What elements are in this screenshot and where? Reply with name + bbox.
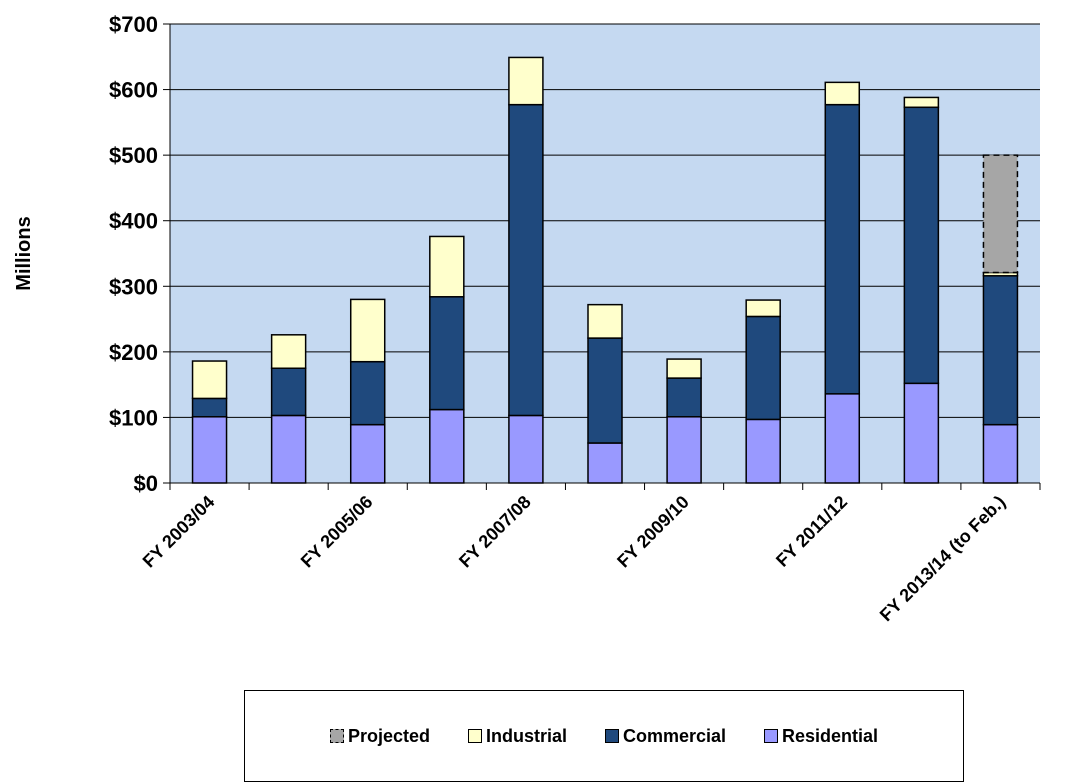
legend-label: Projected [347,725,430,746]
bar-commercial [982,275,1019,426]
bar-industrial [270,334,307,369]
y-tick-label: $100 [109,405,158,430]
bar-industrial [508,56,544,106]
legend-item-projected: Projected [329,725,430,747]
bar-commercial [429,296,465,411]
bar-commercial [349,360,386,426]
bar-chart: $0 $100 $200 $300 $400 $500 $600 $700 FY 2003/0… [13,12,1041,625]
legend-item-commercial: Commercial [604,725,727,747]
bar-residential [745,418,781,484]
bar-residential [824,393,861,484]
y-tick-label: $400 [109,209,158,234]
bar-industrial [666,358,702,379]
bar-commercial [903,106,940,385]
bar-industrial [429,235,465,298]
legend-label: Residential [782,725,879,746]
y-axis-title: Millions [13,216,35,290]
legend: Projected Industrial Commercial Residential [244,690,964,782]
x-tick-label: FY 2005/06 [297,492,377,572]
bar-commercial [824,103,861,395]
legend-label: Industrial [485,725,567,746]
bar-series [191,56,1019,484]
x-tick-label: FY 2007/08 [455,492,535,572]
x-tick-labels: FY 2003/04 FY 2005/06 FY 2007/08 FY 2009/10… [139,492,1010,625]
bar-residential [429,408,465,484]
bar-industrial [191,360,228,400]
bar-commercial [191,397,228,418]
bar-industrial [587,303,623,339]
y-tick-label: $600 [109,78,158,103]
bar-projected [982,154,1019,274]
x-tick-label: FY 2011/12 [772,492,851,571]
bar-industrial [903,96,940,109]
x-tick-label: FY 2013/14 (to Feb.) [876,492,1009,625]
legend-swatch [604,729,619,743]
axes [169,24,1041,490]
bar-residential [270,414,307,484]
bar-commercial [745,315,781,421]
y-tick-label: $200 [109,340,158,365]
bar-industrial [745,299,781,318]
y-tick-label: $700 [109,12,158,37]
bar-residential [349,423,386,484]
x-tick-label: FY 2003/04 [139,492,219,572]
bar-commercial [508,103,544,417]
legend-swatch [764,729,779,743]
bar-commercial [270,367,307,417]
bar-residential [666,416,702,484]
legend-swatch [329,729,344,743]
legend-item-residential: Residential [764,726,878,747]
bar-commercial [666,377,702,418]
legend-item-industrial: Industrial [467,725,567,747]
bar-residential [903,382,940,484]
y-tick-label: $500 [109,143,158,168]
y-tick-label: $300 [109,274,158,299]
bar-industrial [349,298,386,363]
bar-residential [508,414,544,484]
y-tick-label: $0 [134,471,158,496]
bar-commercial [587,337,623,444]
bar-residential [587,442,623,484]
x-tick-label: FY 2009/10 [613,492,693,572]
bar-residential [982,423,1019,484]
y-tick-labels: $0 $100 $200 $300 $400 $500 $600 $700 [109,12,158,496]
bar-residential [191,416,228,484]
legend-label: Commercial [622,725,727,746]
legend-swatch [467,729,482,743]
bar-industrial [824,81,861,106]
